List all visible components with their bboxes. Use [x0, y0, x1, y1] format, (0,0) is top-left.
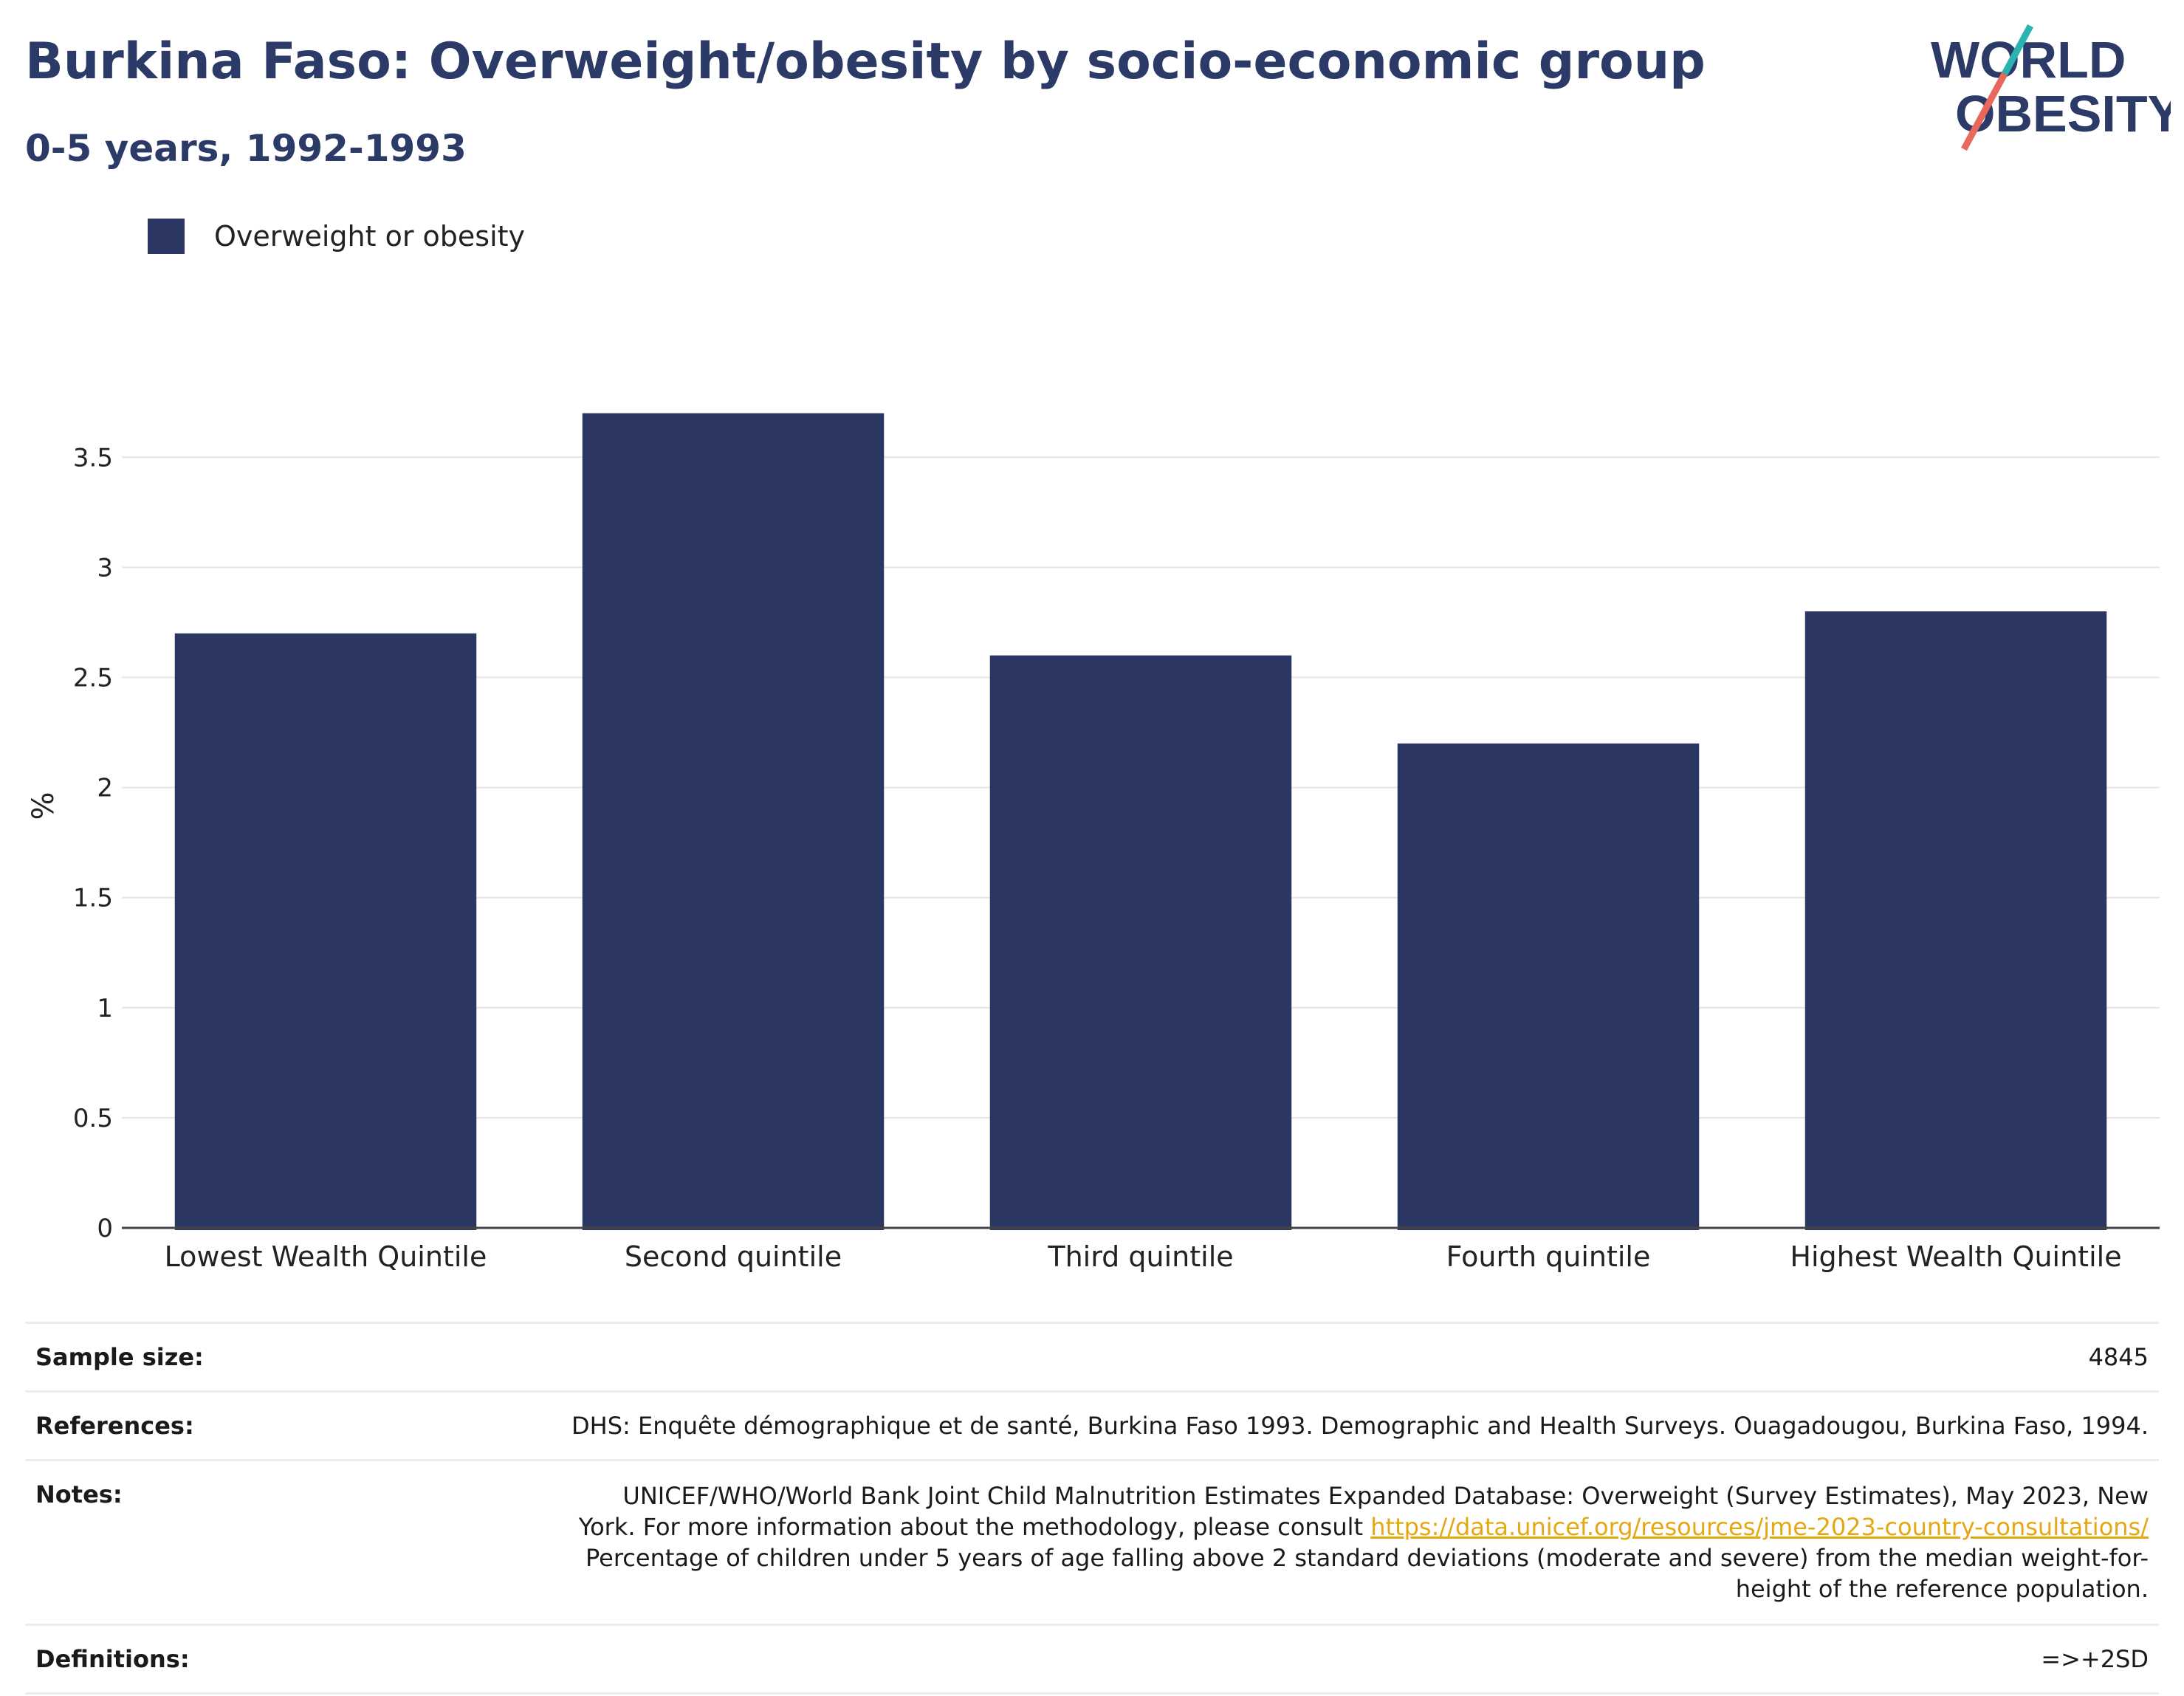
info-table: Sample size: 4845 References: DHS: Enquê…: [25, 1322, 2159, 1695]
y-axis-label: %: [27, 792, 61, 820]
notes-line-2-text: York. For more information about the met…: [578, 1513, 1371, 1541]
x-tick-label: Lowest Wealth Quintile: [165, 1240, 487, 1273]
references-value: DHS: Enquête démographique et de santé, …: [571, 1412, 2149, 1440]
sample-size-label: Sample size:: [35, 1343, 204, 1371]
bar: [582, 413, 885, 1230]
definitions-label: Definitions:: [35, 1645, 190, 1673]
notes-line-3: Percentage of children under 5 years of …: [586, 1544, 2149, 1572]
legend: Overweight or obesity: [148, 219, 525, 254]
logo-slash-coral: [1961, 72, 2008, 151]
y-tick-label: 0.5: [73, 1104, 113, 1133]
chart-subtitle: 0-5 years, 1992-1993: [25, 127, 467, 170]
legend-label: Overweight or obesity: [214, 220, 526, 253]
x-tick-label: Second quintile: [625, 1240, 842, 1273]
notes-line-2: York. For more information about the met…: [331, 1511, 2149, 1542]
logo-slash-teal: [2002, 24, 2033, 76]
x-tick-label: Fourth quintile: [1446, 1240, 1651, 1273]
bar: [989, 655, 1292, 1230]
references-label: References:: [35, 1412, 194, 1440]
notes-line-1: UNICEF/WHO/World Bank Joint Child Malnut…: [622, 1482, 2149, 1510]
bar: [1397, 743, 1700, 1230]
methodology-link[interactable]: https://data.unicef.org/resources/jme-20…: [1370, 1513, 2149, 1541]
notes-line-4: height of the reference population.: [1735, 1575, 2149, 1603]
y-tick-label: 3.5: [73, 443, 113, 473]
y-tick-label: 1: [97, 994, 113, 1023]
y-tick-label: 2.5: [73, 663, 113, 693]
x-tick-label: Highest Wealth Quintile: [1790, 1240, 2121, 1273]
sample-size-row: Sample size: 4845: [25, 1322, 2159, 1390]
sample-size-value: 4845: [2088, 1343, 2149, 1371]
legend-swatch: [148, 219, 185, 254]
y-tick-label: 2: [97, 774, 113, 803]
references-row: References: DHS: Enquête démographique e…: [25, 1390, 2159, 1459]
definitions-value: =>+2SD: [2041, 1645, 2149, 1673]
y-tick-label: 3: [97, 553, 113, 583]
x-tick-label: Third quintile: [1047, 1240, 1233, 1273]
notes-row: Notes: UNICEF/WHO/World Bank Joint Child…: [25, 1459, 2159, 1624]
notes-value: UNICEF/WHO/World Bank Joint Child Malnut…: [331, 1480, 2149, 1604]
y-tick-label: 0: [97, 1214, 113, 1243]
chart-title: Burkina Faso: Overweight/obesity by soci…: [25, 32, 1706, 91]
logo-text-world: WORLD: [1931, 31, 2126, 89]
y-tick-label: 1.5: [73, 884, 113, 913]
bar-chart: 0 0.5 1 1.5 2 2.5 3 3.5% Lowest Wealth Quintile S…: [27, 413, 2160, 1273]
world-obesity-logo: WORLD OBESITY: [1931, 24, 2171, 151]
notes-label: Notes:: [35, 1480, 123, 1508]
definitions-row: Definitions: =>+2SD: [25, 1624, 2159, 1695]
bar: [174, 633, 477, 1230]
bar: [1804, 611, 2107, 1230]
